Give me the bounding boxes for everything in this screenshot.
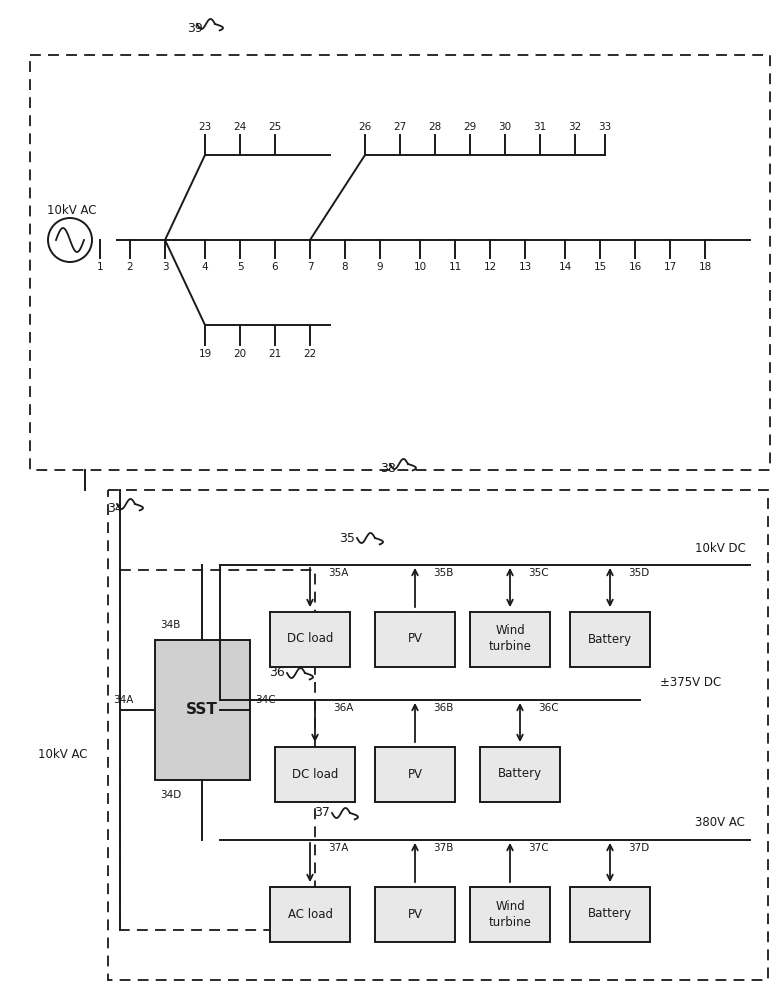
Bar — [570, 887, 650, 942]
Text: 34D: 34D — [160, 790, 181, 800]
Text: Battery: Battery — [498, 768, 542, 780]
Text: SST: SST — [186, 702, 218, 718]
Text: 5: 5 — [237, 262, 243, 272]
Text: PV: PV — [407, 768, 423, 780]
Text: 9: 9 — [377, 262, 383, 272]
Text: 6: 6 — [272, 262, 278, 272]
Text: 33: 33 — [598, 122, 611, 132]
Text: 37: 37 — [314, 806, 330, 820]
Text: 30: 30 — [498, 122, 511, 132]
Text: 1: 1 — [96, 262, 103, 272]
Text: 32: 32 — [568, 122, 582, 132]
Text: Wind
turbine: Wind turbine — [489, 624, 531, 654]
Text: 37B: 37B — [433, 843, 453, 853]
Bar — [480, 747, 560, 802]
Text: PV: PV — [407, 908, 423, 920]
Text: 23: 23 — [198, 122, 211, 132]
Bar — [375, 612, 455, 667]
Bar — [570, 612, 650, 667]
Text: 28: 28 — [428, 122, 441, 132]
Bar — [375, 887, 455, 942]
Text: 3: 3 — [162, 262, 169, 272]
Bar — [470, 612, 550, 667]
Text: 10kV AC: 10kV AC — [38, 748, 88, 762]
Text: 35: 35 — [339, 532, 355, 544]
Bar — [375, 747, 455, 802]
Text: 34C: 34C — [255, 695, 276, 705]
Bar — [155, 640, 250, 780]
Text: 14: 14 — [559, 262, 572, 272]
Text: 12: 12 — [483, 262, 497, 272]
Text: 35D: 35D — [628, 568, 650, 578]
Bar — [470, 887, 550, 942]
Text: 36A: 36A — [333, 703, 354, 713]
Text: 26: 26 — [358, 122, 371, 132]
Text: 34: 34 — [107, 502, 123, 515]
Text: 34B: 34B — [160, 620, 180, 630]
Text: 37D: 37D — [628, 843, 650, 853]
Text: 19: 19 — [198, 349, 211, 359]
Text: 35B: 35B — [433, 568, 453, 578]
Text: 16: 16 — [629, 262, 642, 272]
Text: 37C: 37C — [528, 843, 549, 853]
Bar — [108, 490, 768, 980]
Text: 35C: 35C — [528, 568, 549, 578]
Text: 34A: 34A — [113, 695, 134, 705]
Text: 35A: 35A — [328, 568, 348, 578]
Bar — [30, 55, 770, 470]
Text: 36C: 36C — [538, 703, 559, 713]
Text: 7: 7 — [307, 262, 313, 272]
Text: 13: 13 — [518, 262, 531, 272]
Text: 36: 36 — [270, 666, 285, 680]
Text: 36B: 36B — [433, 703, 453, 713]
Bar — [275, 747, 355, 802]
Text: 21: 21 — [268, 349, 281, 359]
Text: Battery: Battery — [588, 908, 632, 920]
Text: 11: 11 — [448, 262, 462, 272]
Text: 37A: 37A — [328, 843, 348, 853]
Text: 8: 8 — [342, 262, 348, 272]
Bar — [120, 570, 315, 930]
Text: 31: 31 — [533, 122, 547, 132]
Text: 27: 27 — [393, 122, 406, 132]
Text: 17: 17 — [664, 262, 677, 272]
Text: 2: 2 — [127, 262, 134, 272]
Text: 22: 22 — [303, 349, 316, 359]
Text: 15: 15 — [594, 262, 607, 272]
Text: DC load: DC load — [292, 768, 338, 780]
Text: PV: PV — [407, 633, 423, 646]
Bar — [270, 887, 350, 942]
Text: 10: 10 — [413, 262, 427, 272]
Text: 38: 38 — [380, 462, 396, 475]
Text: ±375V DC: ±375V DC — [660, 676, 721, 690]
Text: 24: 24 — [233, 122, 246, 132]
Text: 39: 39 — [187, 22, 203, 35]
Text: 4: 4 — [202, 262, 208, 272]
Text: 10kV DC: 10kV DC — [695, 542, 746, 554]
Text: 18: 18 — [699, 262, 712, 272]
Text: 29: 29 — [463, 122, 476, 132]
Text: DC load: DC load — [287, 633, 333, 646]
Text: 20: 20 — [233, 349, 246, 359]
Text: 380V AC: 380V AC — [695, 816, 745, 828]
Text: Wind
turbine: Wind turbine — [489, 900, 531, 928]
Text: AC load: AC load — [287, 908, 333, 920]
Text: 10kV AC: 10kV AC — [47, 204, 96, 217]
Text: 25: 25 — [268, 122, 281, 132]
Bar — [270, 612, 350, 667]
Text: Battery: Battery — [588, 633, 632, 646]
